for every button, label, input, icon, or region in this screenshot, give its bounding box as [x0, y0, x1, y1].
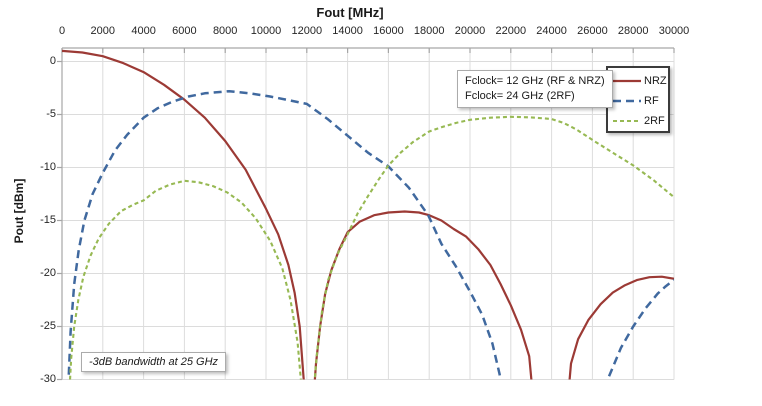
x-tick-label: 2000	[90, 25, 116, 37]
x-tick-label: 18000	[413, 25, 445, 37]
axes	[57, 47, 675, 381]
bandwidth-annotation-text: -3dB bandwidth at 25 GHz	[89, 356, 219, 368]
x-tick-label: 28000	[617, 25, 649, 37]
legend-line-sample-2rf	[613, 119, 641, 123]
fclock-annotation-box: Fclock= 12 GHz (RF & NRZ) Fclock= 24 GHz…	[457, 70, 613, 108]
x-tick-label: 30000	[658, 25, 690, 37]
fclock-annotation-line2: Fclock= 24 GHz (2RF)	[465, 90, 575, 102]
legend-item-nrz: NRZ	[613, 71, 668, 91]
x-tick-label: 0	[58, 25, 66, 37]
legend: NRZ RF 2RF	[606, 66, 670, 133]
y-tick-label: 0	[49, 54, 56, 67]
x-tick-label: 22000	[495, 25, 527, 37]
x-axis-title: Fout [MHz]	[316, 5, 384, 20]
x-tick-label: 16000	[373, 25, 404, 37]
legend-line-sample-nrz	[613, 79, 641, 83]
legend-label: 2RF	[644, 115, 665, 127]
x-tick-label: 8000	[212, 25, 238, 37]
y-tick-label: -25	[40, 319, 56, 332]
legend-item-2rf: 2RF	[613, 111, 668, 131]
series-line-rf	[67, 89, 674, 380]
y-tick-label: -5	[46, 107, 56, 120]
x-tick-label: 12000	[291, 25, 323, 37]
fclock-annotation-line1: Fclock= 12 GHz (RF & NRZ)	[465, 75, 605, 87]
legend-item-rf: RF	[613, 91, 668, 111]
y-tick-label: -15	[40, 213, 56, 226]
x-tick-label: 20000	[454, 25, 486, 37]
series-line-2rf	[68, 115, 674, 380]
x-tick-label: 4000	[131, 25, 156, 37]
x-tick-label: 10000	[250, 25, 282, 37]
y-axis-title: Pout [dBm]	[12, 178, 26, 244]
bandwidth-annotation-box: -3dB bandwidth at 25 GHz	[81, 352, 227, 372]
series-line-nrz	[62, 49, 674, 380]
legend-line-sample-rf	[613, 99, 641, 103]
y-tick-label: -20	[40, 266, 56, 279]
legend-label: NRZ	[644, 75, 667, 87]
y-tick-label: -10	[40, 160, 56, 173]
x-tick-label: 26000	[577, 25, 608, 37]
x-tick-label: 6000	[172, 25, 197, 37]
legend-label: RF	[644, 95, 659, 107]
x-tick-label: 24000	[536, 25, 567, 37]
x-tick-label: 14000	[332, 25, 363, 37]
y-tick-label: -30	[40, 372, 56, 385]
